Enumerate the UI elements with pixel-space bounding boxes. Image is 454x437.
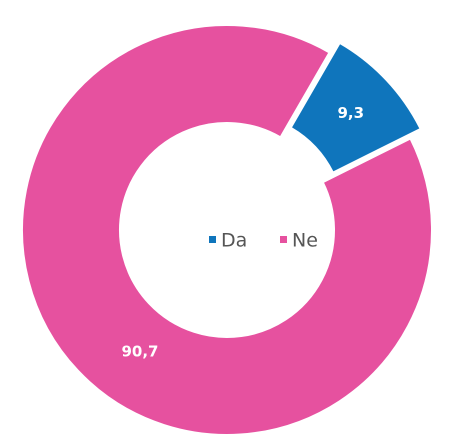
- value-label: 9,3: [338, 104, 365, 122]
- legend-label: Ne: [292, 230, 318, 252]
- donut-slice: [21, 24, 433, 436]
- legend-swatch: [209, 236, 216, 243]
- donut-slice: [289, 41, 422, 174]
- legend-label: Da: [221, 230, 247, 252]
- legend-swatch: [280, 236, 287, 243]
- value-label: 90,7: [121, 343, 158, 361]
